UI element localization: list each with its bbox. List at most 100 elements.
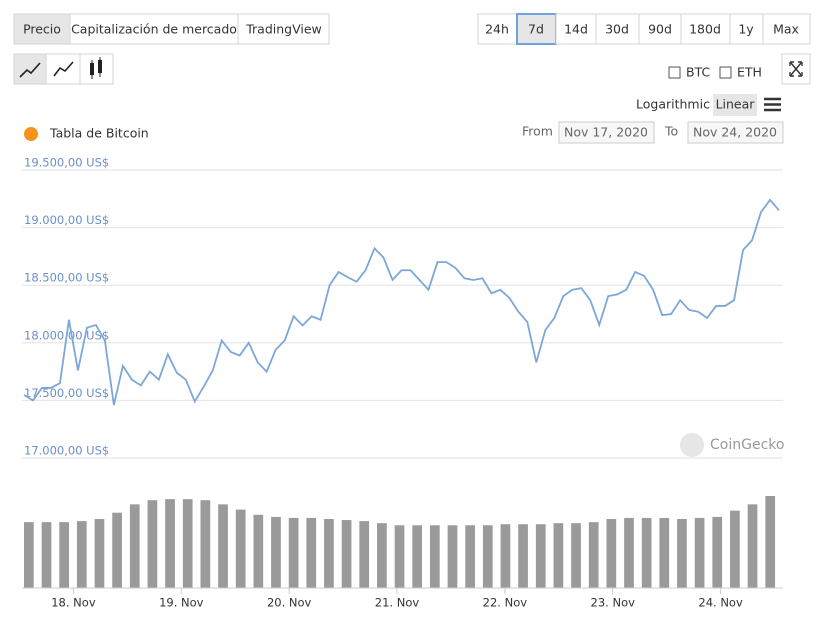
- volume-bar: [482, 525, 493, 588]
- volume-bar: [359, 521, 370, 588]
- range-label: 1y: [738, 22, 754, 37]
- y-tick-label: 17.000,00 US$: [24, 444, 109, 458]
- volume-bar: [147, 500, 158, 588]
- volume-bar: [394, 525, 405, 588]
- range-label: Max: [773, 22, 799, 37]
- y-tick-label: 19.000,00 US$: [24, 213, 109, 227]
- range-button[interactable]: [680, 13, 731, 45]
- volume-bar: [588, 522, 599, 588]
- checkbox-label: BTC: [686, 65, 710, 80]
- watermark-logo: [680, 433, 704, 457]
- range-button[interactable]: [595, 13, 640, 45]
- volume-bar: [200, 500, 211, 588]
- volume-bar: [677, 519, 687, 588]
- from-date: Nov 17, 2020: [564, 125, 648, 140]
- volume-bar: [306, 517, 317, 588]
- volume-bar: [500, 524, 511, 588]
- bitcoin-icon: [24, 127, 38, 141]
- volume-bar: [288, 517, 299, 588]
- line-chart-button[interactable]: [13, 53, 47, 85]
- range-label: 14d: [564, 22, 588, 37]
- icon: [19, 62, 41, 78]
- tab-button[interactable]: [13, 13, 71, 45]
- volume-bar: [324, 519, 334, 588]
- volume-bar: [218, 504, 228, 588]
- volume-bar: [129, 504, 140, 588]
- volume-bar: [447, 525, 458, 588]
- range-label: 24h: [485, 22, 509, 37]
- checkbox[interactable]: [668, 66, 681, 79]
- from-label: From: [522, 124, 553, 139]
- x-tick-label: 20. Nov: [267, 596, 312, 610]
- volume-bar: [59, 522, 70, 588]
- y-tick-label: 17.500,00 US$: [24, 386, 109, 400]
- watermark: CoinGecko: [710, 437, 784, 453]
- candle-chart-button[interactable]: [79, 53, 114, 85]
- y-tick-label: 19.500,00 US$: [24, 156, 109, 170]
- x-tick-label: 19. Nov: [159, 596, 204, 610]
- price-line: [23, 198, 780, 406]
- range-label: 180d: [689, 22, 721, 37]
- volume-bar: [182, 499, 193, 588]
- volume-bar: [429, 525, 440, 588]
- scale-option[interactable]: Linear: [716, 97, 756, 112]
- volume-bar: [624, 517, 634, 588]
- menu-icon[interactable]: [764, 97, 781, 112]
- volume-bar: [412, 525, 423, 588]
- volume-bar: [553, 523, 564, 588]
- volume-bar: [465, 525, 475, 588]
- x-tick-label: 21. Nov: [375, 596, 420, 610]
- volume-bar: [535, 524, 546, 588]
- chart-title: Tabla de Bitcoin: [49, 126, 149, 141]
- x-tick-label: 18. Nov: [51, 596, 96, 610]
- volume-bar: [253, 514, 264, 588]
- x-tick-label: 22. Nov: [483, 596, 528, 610]
- volume-bar: [641, 517, 652, 588]
- scale-option[interactable]: Logarithmic: [636, 97, 710, 112]
- volume-bar: [41, 522, 52, 588]
- volume-bar: [694, 517, 705, 588]
- y-tick-label: 18.500,00 US$: [24, 271, 109, 285]
- volume-bar: [94, 519, 105, 588]
- range-button[interactable]: [638, 13, 682, 45]
- volume-bar: [76, 521, 87, 588]
- volume-bar: [112, 512, 122, 588]
- volume-bar: [377, 523, 387, 588]
- range-button[interactable]: [516, 13, 557, 45]
- x-tick-label: 24. Nov: [698, 596, 743, 610]
- tab-button[interactable]: [69, 13, 239, 45]
- tab-label: Precio: [23, 22, 61, 37]
- to-label: To: [664, 124, 678, 139]
- tab-label: TradingView: [245, 22, 322, 37]
- range-button[interactable]: [729, 13, 764, 45]
- range-label: 30d: [605, 22, 629, 37]
- icon: [789, 61, 803, 77]
- scale-selected[interactable]: [713, 94, 757, 116]
- volume-bar: [24, 522, 34, 588]
- to-date: Nov 24, 2020: [693, 125, 777, 140]
- volume-bar: [747, 504, 758, 588]
- volume-bar: [518, 524, 528, 588]
- range-label: 90d: [648, 22, 672, 37]
- volume-bar: [235, 509, 246, 588]
- volume-bar: [712, 516, 723, 588]
- date-input[interactable]: [687, 121, 784, 144]
- volume-bar: [765, 496, 776, 588]
- tab-button[interactable]: [237, 13, 330, 45]
- volume-bar: [165, 499, 175, 588]
- volume-bar: [341, 520, 352, 588]
- date-input[interactable]: [558, 121, 655, 144]
- range-button[interactable]: [762, 13, 811, 45]
- x-tick-label: 23. Nov: [591, 596, 636, 610]
- icon: [53, 61, 74, 77]
- volume-bar: [271, 516, 281, 588]
- checkbox-label: ETH: [737, 65, 762, 80]
- volume-bar: [606, 519, 617, 588]
- checkbox[interactable]: [719, 66, 732, 79]
- tab-label: Capitalización de mercado: [71, 22, 237, 37]
- volume-bar: [730, 510, 740, 588]
- icon: [90, 57, 102, 79]
- volume-bar: [659, 517, 670, 588]
- range-button[interactable]: [555, 13, 597, 45]
